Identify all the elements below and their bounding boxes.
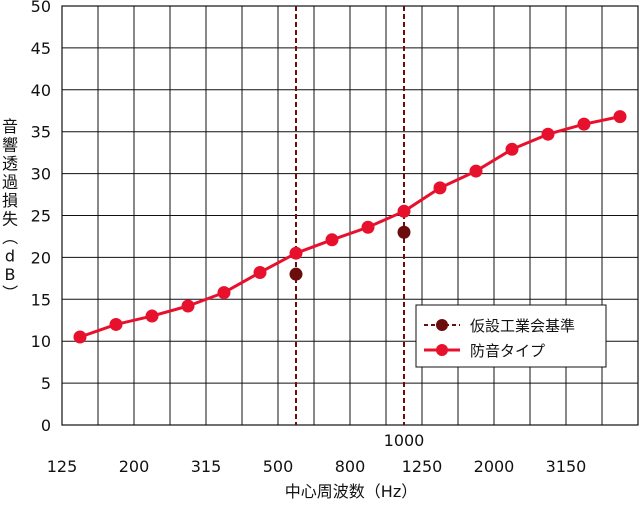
x-tick-label: 200 <box>119 457 150 476</box>
data-point-soundproof <box>361 220 375 234</box>
y-axis-title-char: d <box>5 247 15 266</box>
data-point-soundproof <box>433 181 447 195</box>
data-point-soundproof <box>469 164 483 178</box>
data-point-soundproof <box>541 127 555 141</box>
data-point-standard <box>397 225 411 239</box>
series-layer <box>73 6 627 425</box>
plot-border <box>61 5 639 426</box>
y-tick-label: 35 <box>31 123 51 142</box>
y-axis-title-char: ） <box>0 284 19 300</box>
x-tick-label: 800 <box>335 457 366 476</box>
y-tick-label: 15 <box>31 290 51 309</box>
x-tick-label: 315 <box>191 457 222 476</box>
legend-label: 防音タイプ <box>470 342 545 360</box>
x-tick-label: 2000 <box>474 457 515 476</box>
series-line-soundproof <box>79 115 621 339</box>
data-point-soundproof <box>253 265 267 279</box>
legend-label: 仮設工業会基準 <box>470 317 575 335</box>
data-point-soundproof <box>181 299 195 313</box>
y-axis-title-char: 音 <box>2 117 18 136</box>
data-point-soundproof <box>109 317 123 331</box>
x-tick-label: 1250 <box>402 457 443 476</box>
x-tick-label: 1000 <box>384 431 425 450</box>
y-tick-label: 0 <box>41 416 51 435</box>
data-point-soundproof <box>613 110 627 124</box>
plot-frame <box>61 5 639 426</box>
y-axis-title-char: （ <box>0 229 19 245</box>
y-tick-labels: 0 5 10 15 20 25 30 35 40 45 50 <box>31 0 51 435</box>
y-axis-title-char: 損 <box>2 191 18 210</box>
x-tick-label: 500 <box>263 457 294 476</box>
data-point-soundproof <box>217 286 231 300</box>
x-tick-label: 125 <box>47 457 78 476</box>
data-point-soundproof <box>145 309 159 323</box>
y-axis-title-char: B <box>5 265 16 284</box>
data-point-soundproof <box>397 204 411 218</box>
y-axis-title-char: 響 <box>2 136 18 155</box>
legend-box <box>415 304 607 368</box>
data-point-soundproof <box>73 330 87 344</box>
y-tick-label: 10 <box>31 332 51 351</box>
data-point-soundproof <box>505 142 519 156</box>
y-axis-title-char: 失 <box>2 210 18 229</box>
y-axis-title-char: 透 <box>2 154 18 173</box>
data-point-soundproof <box>577 117 591 131</box>
x-axis-title: 中心周波数（Hz） <box>285 482 417 501</box>
data-point-soundproof <box>289 246 303 260</box>
y-tick-label: 45 <box>31 39 51 58</box>
y-tick-label: 30 <box>31 165 51 184</box>
y-tick-label: 20 <box>31 248 51 267</box>
legend-swatch-dot <box>436 319 448 331</box>
y-axis-title-char: 過 <box>2 173 18 192</box>
y-tick-label: 5 <box>41 374 51 393</box>
y-tick-label: 40 <box>31 81 51 100</box>
x-tick-labels: 125 200 315 500 800 1250 2000 3150 1000 <box>47 431 587 476</box>
data-point-soundproof <box>325 233 339 247</box>
y-tick-label: 25 <box>31 207 51 226</box>
x-tick-label: 3150 <box>546 457 587 476</box>
y-tick-label: 50 <box>31 0 51 16</box>
data-point-standard <box>289 267 303 281</box>
legend-swatch-dot <box>436 344 448 356</box>
